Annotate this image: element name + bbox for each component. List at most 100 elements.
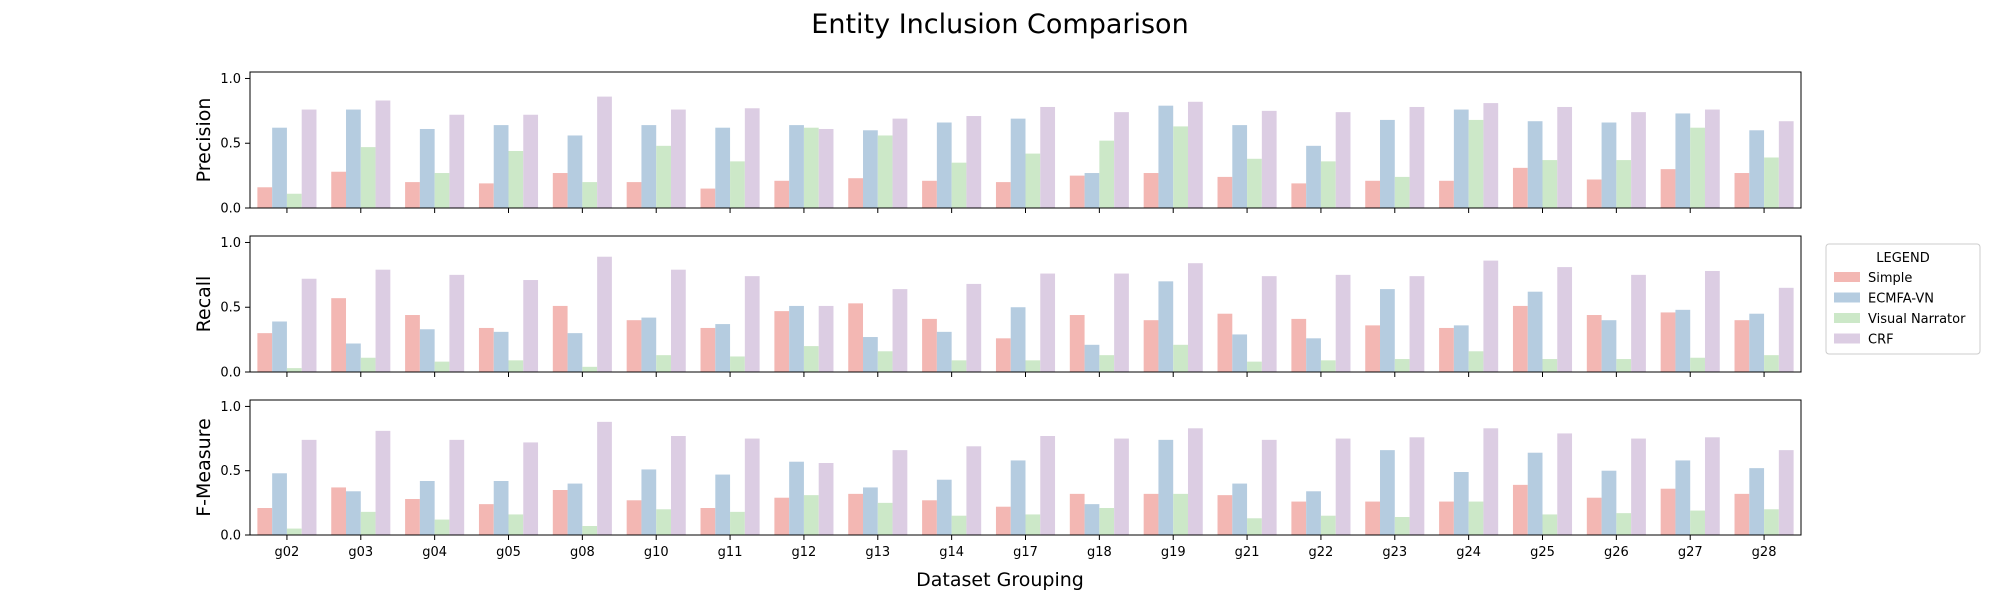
bar-crf-g02 — [301, 109, 317, 208]
bar-simple-g14 — [922, 318, 937, 372]
bar-ecmfa-vn-g13 — [863, 337, 878, 372]
bar-ecmfa-vn-g08 — [567, 135, 583, 208]
x-tick-label: g21 — [1235, 545, 1260, 560]
bar-crf-g18 — [1114, 438, 1129, 535]
bar-visual-narrator-g04 — [434, 173, 450, 208]
bar-crf-g24 — [1483, 428, 1499, 535]
bar-crf-g08 — [597, 421, 612, 535]
bar-visual-narrator-g27 — [1690, 127, 1705, 208]
bar-ecmfa-vn-g18 — [1084, 344, 1100, 372]
bar-crf-g22 — [1335, 274, 1351, 372]
x-tick-label: g23 — [1382, 545, 1407, 560]
panel-recall: 0.0 0.5 1.0 Recall — [193, 235, 1802, 381]
bar-ecmfa-vn-g22 — [1306, 491, 1321, 535]
bar-crf-g25 — [1557, 106, 1573, 208]
bar-crf-g27 — [1704, 270, 1720, 372]
bar-ecmfa-vn-g19 — [1158, 281, 1174, 372]
bar-ecmfa-vn-g05 — [493, 331, 509, 372]
bar-simple-g23 — [1365, 325, 1381, 372]
bar-visual-narrator-g12 — [803, 495, 819, 535]
x-tick-label: g18 — [1087, 545, 1112, 560]
bar-ecmfa-vn-g18 — [1084, 173, 1100, 208]
bar-ecmfa-vn-g10 — [641, 469, 657, 535]
bar-simple-g18 — [1069, 175, 1085, 208]
bar-simple-g28 — [1734, 173, 1750, 208]
bar-crf-g13 — [892, 289, 908, 372]
bar-crf-g23 — [1409, 276, 1425, 372]
legend-label: Simple — [1868, 271, 1912, 286]
panel-f-measure: 0.0 0.5 1.0 g02 g03 g04 g05 g08 g10 g11 g12 g13 g14 g… — [193, 399, 1802, 560]
y-tick-label: 0.0 — [220, 529, 241, 544]
bar-ecmfa-vn-g08 — [567, 333, 583, 372]
bar-crf-g22 — [1335, 112, 1351, 208]
x-tick-label: g28 — [1752, 545, 1777, 560]
bar-visual-narrator-g26 — [1616, 513, 1632, 535]
bar-ecmfa-vn-g21 — [1232, 334, 1248, 372]
bar-simple-g13 — [848, 178, 864, 208]
bar-visual-narrator-g21 — [1247, 158, 1262, 208]
bar-ecmfa-vn-g11 — [715, 324, 731, 372]
bar-crf-g17 — [1040, 273, 1056, 372]
bar-simple-g13 — [848, 303, 864, 372]
bar-crf-g19 — [1187, 101, 1203, 208]
bar-ecmfa-vn-g17 — [1010, 307, 1026, 372]
bar-ecmfa-vn-g14 — [936, 479, 952, 535]
bar-simple-g03 — [331, 487, 347, 535]
bar-simple-g26 — [1586, 179, 1602, 208]
bar-crf-g27 — [1704, 109, 1720, 208]
bar-crf-g03 — [375, 100, 391, 208]
legend-title: LEGEND — [1876, 251, 1929, 266]
bar-ecmfa-vn-g10 — [641, 317, 657, 372]
bar-simple-g27 — [1660, 312, 1676, 372]
bar-visual-narrator-g17 — [1025, 153, 1041, 208]
bar-ecmfa-vn-g22 — [1306, 338, 1321, 372]
bar-ecmfa-vn-g19 — [1158, 439, 1174, 535]
bar-simple-g12 — [774, 180, 790, 208]
bar-crf-g05 — [523, 442, 539, 535]
bar-ecmfa-vn-g24 — [1453, 109, 1469, 208]
legend-swatch-crf — [1834, 333, 1860, 344]
bar-crf-g19 — [1187, 263, 1203, 372]
bar-crf-g12 — [818, 128, 834, 208]
bar-visual-narrator-g21 — [1247, 361, 1262, 372]
bar-crf-g12 — [818, 305, 834, 372]
bar-visual-narrator-g03 — [360, 147, 376, 208]
bar-crf-g10 — [670, 269, 686, 372]
bar-ecmfa-vn-g10 — [641, 125, 657, 208]
x-tick-label: g11 — [718, 545, 743, 560]
bar-visual-narrator-g03 — [360, 511, 376, 535]
y-tick-label: 0.0 — [220, 366, 241, 381]
bar-simple-g08 — [552, 305, 568, 372]
bar-simple-g05 — [478, 504, 494, 535]
bar-crf-g08 — [597, 256, 612, 372]
bar-visual-narrator-g17 — [1025, 514, 1041, 535]
y-axis-label: F-Measure — [193, 418, 215, 517]
bar-ecmfa-vn-g17 — [1010, 118, 1026, 208]
bar-visual-narrator-g10 — [656, 145, 671, 208]
y-axis-label: Recall — [193, 276, 215, 333]
bar-ecmfa-vn-g24 — [1453, 325, 1469, 372]
bar-ecmfa-vn-g04 — [419, 481, 435, 535]
x-tick-label: g22 — [1309, 545, 1334, 560]
bar-simple-g22 — [1291, 183, 1307, 208]
bar-ecmfa-vn-g12 — [789, 305, 804, 372]
bar-ecmfa-vn-g19 — [1158, 105, 1174, 208]
x-axis-label: Dataset Grouping — [916, 569, 1084, 591]
x-tick-label: g05 — [496, 545, 521, 560]
bar-simple-g03 — [331, 171, 347, 208]
legend-swatch-simple — [1834, 272, 1860, 282]
bar-crf-g28 — [1778, 121, 1794, 208]
x-tick-label: g26 — [1604, 545, 1629, 560]
bar-simple-g13 — [848, 493, 864, 535]
bar-visual-narrator-g23 — [1394, 359, 1410, 372]
bar-simple-g10 — [626, 182, 642, 208]
bar-ecmfa-vn-g28 — [1749, 130, 1765, 208]
bar-ecmfa-vn-g04 — [419, 329, 435, 372]
x-tick-label: g17 — [1013, 545, 1038, 560]
bar-visual-narrator-g08 — [582, 526, 598, 535]
bar-visual-narrator-g14 — [951, 360, 967, 372]
bar-crf-g02 — [301, 439, 317, 535]
x-tick-label: g27 — [1678, 545, 1703, 560]
bar-simple-g21 — [1217, 176, 1233, 208]
bar-visual-narrator-g11 — [730, 161, 745, 208]
